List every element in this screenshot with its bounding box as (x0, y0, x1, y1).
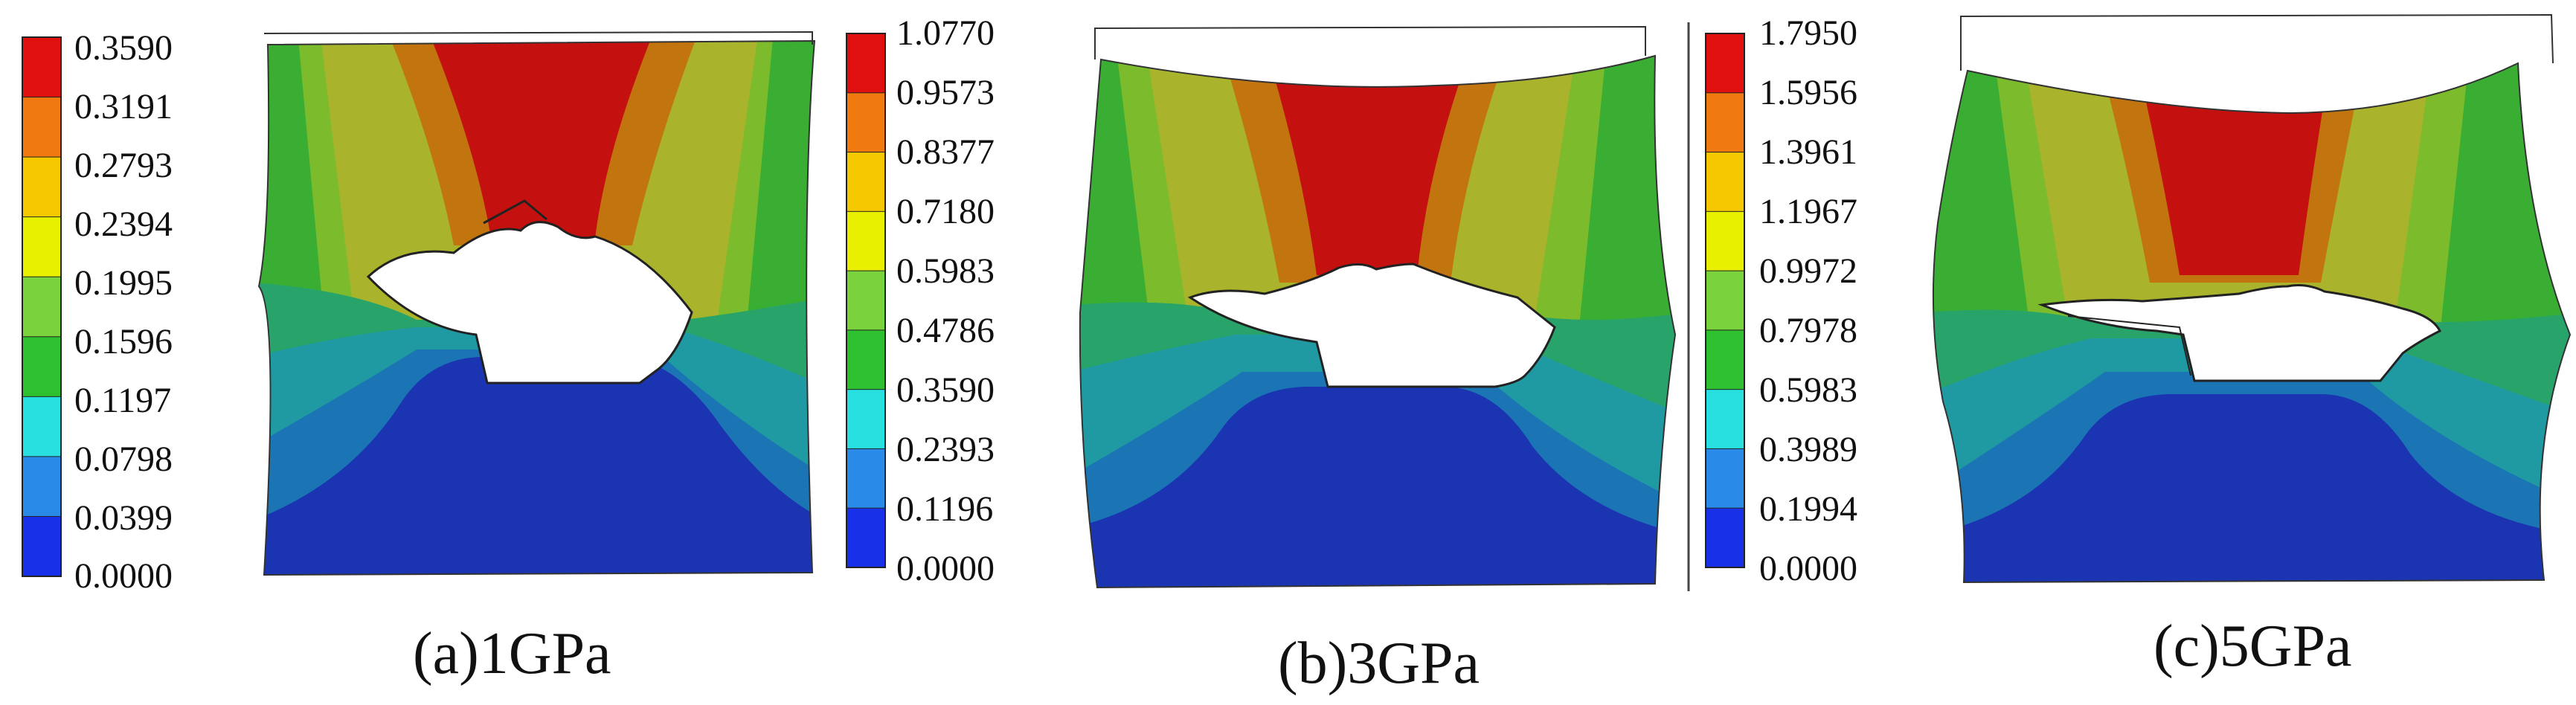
legend-b-tick-2: 0.8377 (896, 132, 995, 172)
cavity-c (2037, 284, 2442, 382)
legend-swatch-1-7 (846, 448, 886, 509)
legend-a-frame (22, 36, 62, 577)
legend-c (1705, 33, 1745, 569)
plot-b-outline (1079, 54, 1677, 589)
legend-swatch-2-0 (1705, 33, 1745, 94)
plot-c-original-frame (1960, 13, 2554, 71)
legend-swatch-0-5 (22, 336, 62, 398)
legend-swatch-1-1 (846, 92, 886, 153)
legend-swatch-1-0 (846, 33, 886, 94)
legend-swatch-0-6 (22, 396, 62, 457)
legend-swatch-2-7 (1705, 448, 1745, 509)
legend-a-tick-1: 0.3191 (74, 87, 173, 126)
legend-swatch-2-3 (1705, 210, 1745, 272)
legend-a-tick-3: 0.2394 (74, 205, 173, 244)
legend-swatch-2-8 (1705, 507, 1745, 569)
contour-plot-c (1932, 13, 2572, 584)
legend-c-tick-2: 1.3961 (1759, 132, 1857, 172)
cavity-a (366, 221, 693, 384)
legend-b-tick-8: 0.1196 (896, 489, 993, 529)
legend-c-tick-8: 0.1994 (1759, 489, 1857, 529)
band-a-blue (259, 357, 815, 575)
legend-swatch-2-2 (1705, 152, 1745, 213)
legend-b-tick-7: 0.2393 (896, 430, 995, 469)
band-b-red (1265, 56, 1473, 275)
plot-c-outline (1932, 62, 2572, 584)
legend-swatch-2-4 (1705, 270, 1745, 331)
legend-a-tick-8: 0.0399 (74, 498, 173, 538)
legend-c-frame (1705, 33, 1745, 568)
legend-c-tick-3: 1.1967 (1759, 192, 1857, 231)
legend-c-tick-6: 0.5983 (1759, 370, 1857, 410)
legend-a-tick-7: 0.0798 (74, 440, 173, 479)
legend-swatch-0-3 (22, 216, 62, 278)
legend-a-tick-6: 0.1197 (74, 381, 171, 420)
legend-c-tick-4: 0.9972 (1759, 251, 1857, 291)
legend-swatch-0-1 (22, 97, 62, 158)
legend-a-tick-5: 0.1596 (74, 322, 173, 361)
legend-c-tick-0: 1.7950 (1759, 13, 1857, 53)
legend-swatch-0-7 (22, 456, 62, 518)
caption-c: (c)5GPa (2153, 614, 2352, 679)
band-a-red (428, 41, 655, 238)
legend-b-tick-1: 0.9573 (896, 73, 995, 112)
legend-swatch-1-5 (846, 329, 886, 390)
panel-a: 0.3590 0.3191 0.2793 0.2394 0.1995 0.159… (22, 28, 816, 686)
legend-c-tick-5: 0.7978 (1759, 311, 1857, 350)
legend-swatch-1-8 (846, 507, 886, 569)
legend-a-tick-9: 0.0000 (74, 556, 173, 596)
legend-swatch-1-2 (846, 152, 886, 213)
legend-swatch-1-3 (846, 210, 886, 272)
legend-swatch-1-4 (846, 270, 886, 331)
legend-a-tick-0: 0.3590 (74, 28, 173, 68)
plot-b-original-frame (1094, 25, 1646, 59)
legend-b (846, 33, 886, 569)
panel-c: 1.7950 1.5956 1.3961 1.1967 0.9972 0.797… (1705, 13, 2572, 679)
legend-a-ticks: 0.3590 0.3191 0.2793 0.2394 0.1995 0.159… (74, 28, 173, 596)
panel-b: 1.0770 0.9573 0.8377 0.7180 0.5983 0.478… (846, 13, 1690, 696)
legend-a (22, 36, 62, 578)
contour-plot-b (1079, 22, 1690, 591)
plot-a-outline (257, 39, 816, 576)
legend-b-frame (846, 33, 886, 568)
legend-swatch-0-4 (22, 276, 62, 338)
legend-c-ticks: 1.7950 1.5956 1.3961 1.1967 0.9972 0.797… (1759, 13, 1857, 588)
legend-c-tick-9: 0.0000 (1759, 549, 1857, 588)
cavity-c-prev-outline (2067, 315, 2191, 376)
legend-c-tick-1: 1.5956 (1759, 73, 1857, 112)
legend-a-tick-2: 0.2793 (74, 146, 173, 185)
caption-a: (a)1GPa (413, 621, 611, 686)
band-c-blue (1933, 394, 2570, 582)
legend-swatch-1-6 (846, 389, 886, 450)
legend-c-tick-7: 0.3989 (1759, 430, 1857, 469)
legend-swatch-0-2 (22, 156, 62, 218)
legend-b-tick-9: 0.0000 (896, 549, 995, 588)
band-b-blue (1079, 387, 1675, 588)
legend-b-ticks: 1.0770 0.9573 0.8377 0.7180 0.5983 0.478… (896, 13, 995, 588)
legend-b-tick-5: 0.4786 (896, 311, 995, 350)
caption-b: (b)3GPa (1278, 631, 1480, 696)
legend-b-tick-6: 0.3590 (896, 370, 995, 410)
contour-plot-a (257, 30, 816, 576)
legend-b-tick-4: 0.5983 (896, 251, 995, 291)
cavity-b (1187, 263, 1556, 388)
legend-b-tick-0: 1.0770 (896, 13, 995, 53)
plot-a-original-frame (263, 30, 813, 45)
legend-a-tick-4: 0.1995 (74, 263, 173, 303)
legend-swatch-2-5 (1705, 329, 1745, 390)
legend-swatch-0-0 (22, 36, 62, 98)
legend-swatch-2-1 (1705, 92, 1745, 153)
legend-b-tick-3: 0.7180 (896, 192, 995, 231)
legend-swatch-2-6 (1705, 389, 1745, 450)
legend-swatch-0-8 (22, 515, 62, 578)
cavity-a-prev-outline (483, 199, 547, 225)
